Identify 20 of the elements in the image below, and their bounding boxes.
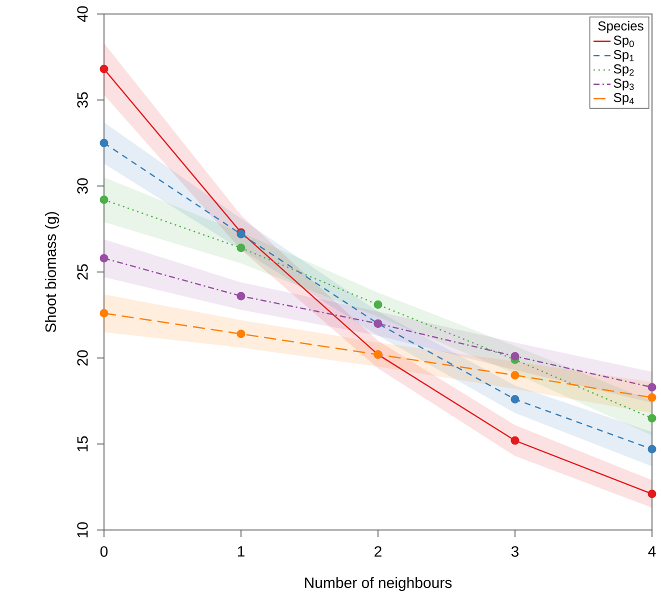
y-tick-label: 40 (77, 6, 88, 22)
legend-label: Sp$_{4}$ (614, 92, 634, 105)
x-tick-label: 4 (648, 546, 656, 557)
legend-title: Species (598, 20, 644, 34)
legend-label: Sp$_{1}$ (614, 50, 634, 62)
x-tick-label: 2 (374, 546, 382, 557)
y-tick-label: 20 (77, 350, 88, 366)
y-tick-label: 25 (77, 264, 88, 280)
y-tick-label: 15 (77, 436, 88, 452)
x-tick-label: 3 (511, 546, 519, 557)
legend-label: Sp$_{3}$ (614, 78, 634, 90)
y-axis-title: Shoot biomass (g) (45, 212, 59, 332)
y-tick-label: 10 (77, 522, 88, 538)
legend-label: Sp$_{2}$ (614, 64, 634, 76)
legend-label: Sp$_{0}$ (614, 36, 634, 48)
y-tick-label: 35 (77, 92, 88, 108)
x-tick-label: 0 (100, 546, 108, 557)
x-tick-label: 1 (238, 546, 244, 557)
x-axis-title: Number of neighbours (305, 577, 452, 591)
y-tick-label: 30 (77, 178, 88, 194)
